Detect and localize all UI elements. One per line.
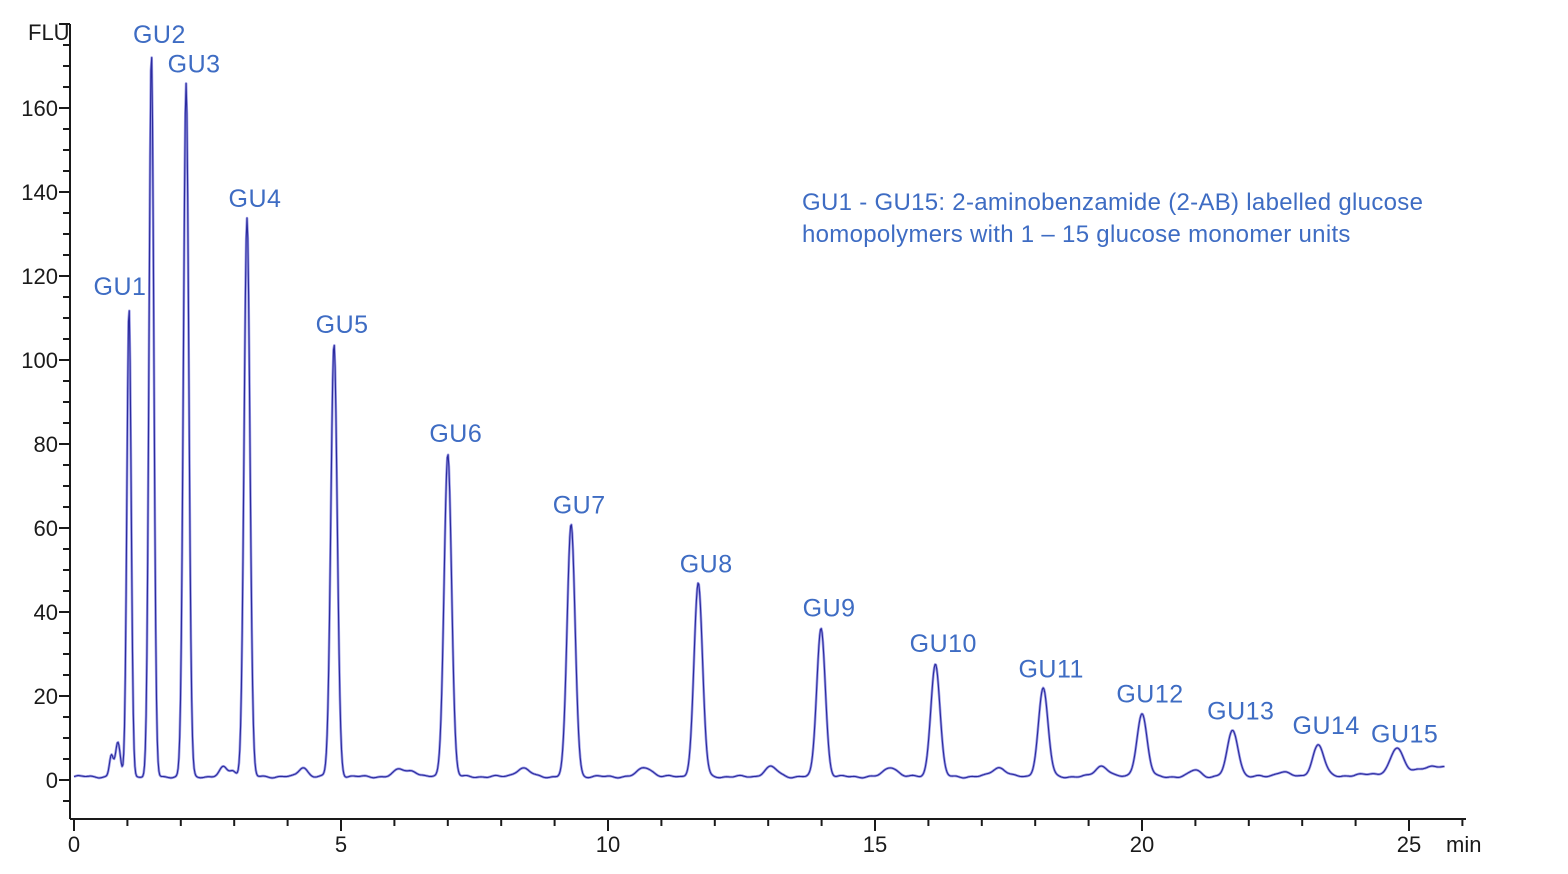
chromatogram-trace bbox=[73, 57, 1445, 779]
y-tick-label-0: 0 bbox=[46, 768, 58, 793]
y-axis-unit-label: FLU bbox=[28, 20, 70, 45]
y-tick-label-60: 60 bbox=[34, 516, 58, 541]
peak-label-gu10: GU10 bbox=[910, 630, 977, 658]
peak-label-gu8: GU8 bbox=[680, 550, 733, 578]
x-tick-label-20: 20 bbox=[1130, 832, 1154, 857]
x-tick-label-10: 10 bbox=[596, 832, 620, 857]
peak-label-gu9: GU9 bbox=[803, 595, 856, 623]
y-tick-label-120: 120 bbox=[21, 264, 58, 289]
peak-label-gu6: GU6 bbox=[429, 420, 482, 448]
x-tick-label-0: 0 bbox=[68, 832, 80, 857]
peak-label-gu13: GU13 bbox=[1207, 697, 1274, 725]
peak-label-gu2: GU2 bbox=[133, 21, 186, 49]
peak-label-gu3: GU3 bbox=[168, 51, 221, 79]
y-tick-label-80: 80 bbox=[34, 432, 58, 457]
y-axis-ticks: 0 20 40 60 80 100 120 140 160 bbox=[21, 23, 70, 802]
peak-label-gu11: GU11 bbox=[1018, 655, 1083, 683]
x-tick-label-25: 25 bbox=[1397, 832, 1421, 857]
peak-label-gu5: GU5 bbox=[316, 311, 369, 339]
annotation-line-2: homopolymers with 1 – 15 glucose monomer… bbox=[802, 221, 1351, 248]
peak-label-gu15: GU15 bbox=[1371, 721, 1438, 749]
y-tick-label-140: 140 bbox=[21, 180, 58, 205]
annotation-line-1: GU1 - GU15: 2-aminobenzamide (2-AB) labe… bbox=[802, 189, 1423, 216]
x-axis-unit-label: min bbox=[1446, 832, 1481, 857]
x-tick-label-5: 5 bbox=[335, 832, 347, 857]
trace-halo bbox=[73, 56, 1445, 780]
peak-label-gu7: GU7 bbox=[553, 492, 606, 520]
y-tick-label-20: 20 bbox=[34, 684, 58, 709]
x-axis-ticks: 0 5 10 15 20 25 bbox=[68, 819, 1464, 857]
peak-label-gu4: GU4 bbox=[229, 185, 282, 213]
peak-label-gu14: GU14 bbox=[1293, 712, 1360, 740]
x-tick-label-15: 15 bbox=[863, 832, 887, 857]
y-tick-label-100: 100 bbox=[21, 348, 58, 373]
y-tick-label-40: 40 bbox=[34, 600, 58, 625]
y-tick-label-160: 160 bbox=[21, 96, 58, 121]
peak-label-gu1: GU1 bbox=[94, 273, 147, 301]
peak-label-gu12: GU12 bbox=[1116, 681, 1183, 709]
